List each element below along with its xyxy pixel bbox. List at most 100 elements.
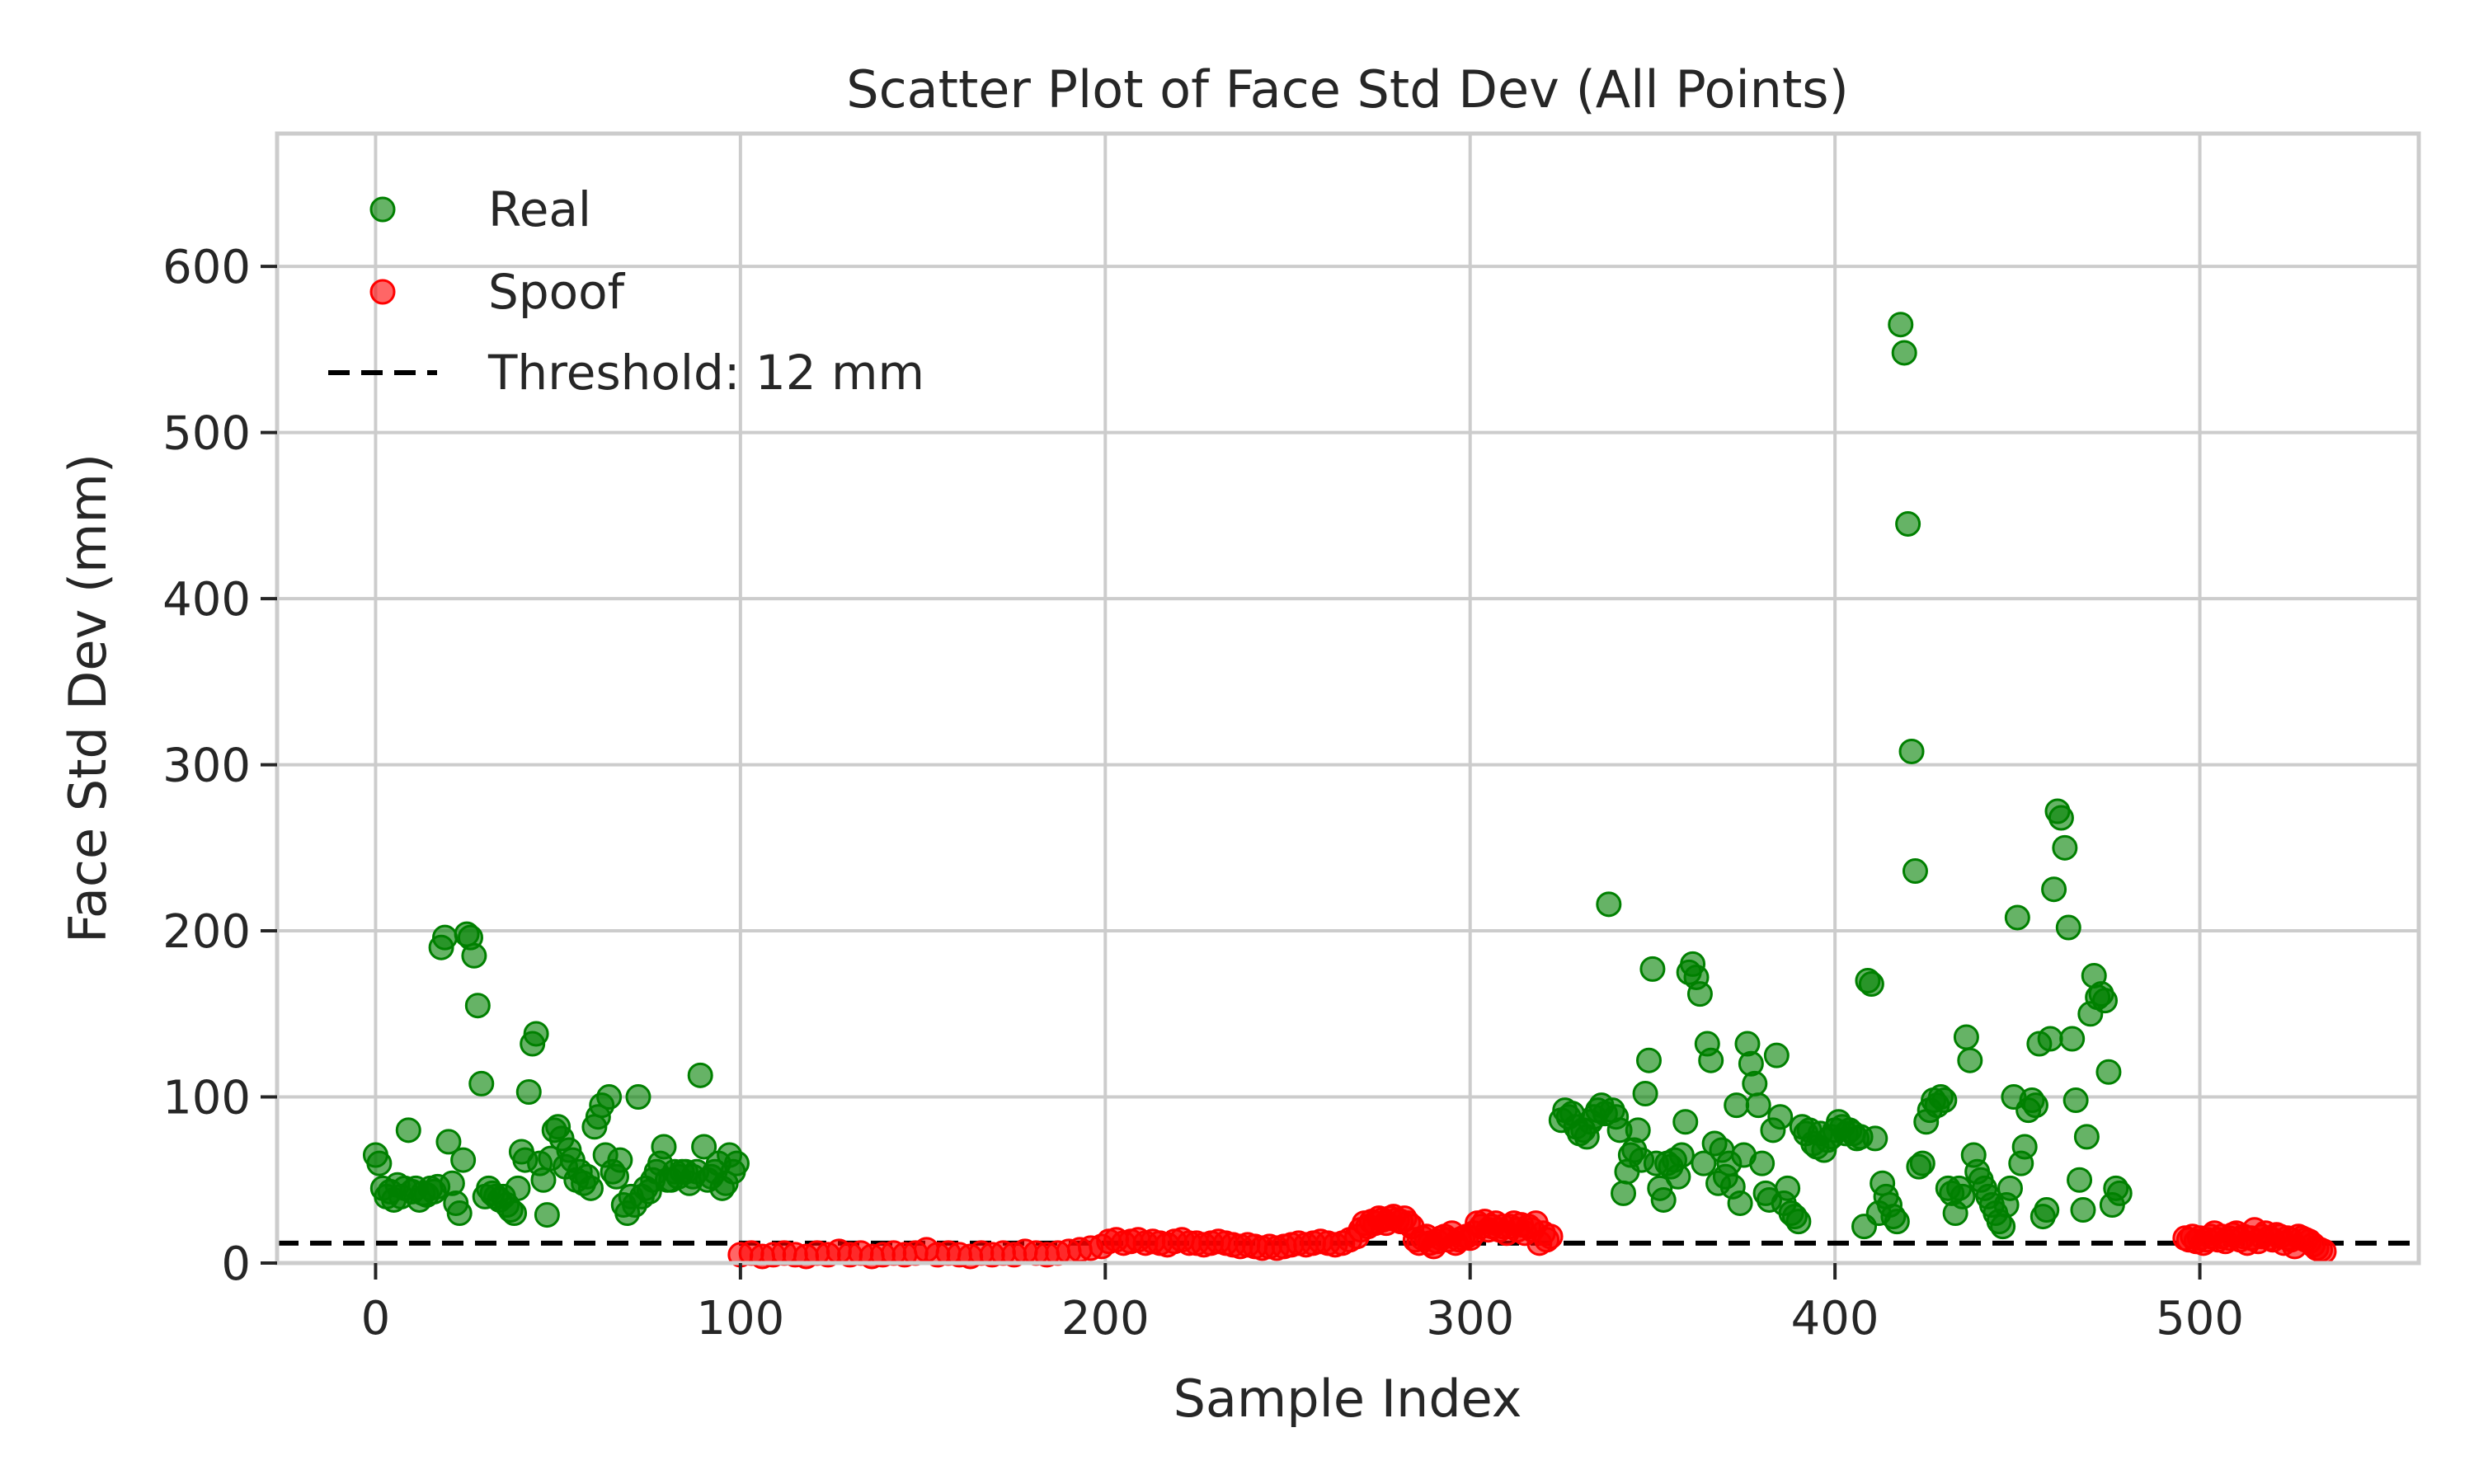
real-point bbox=[534, 1202, 560, 1228]
real-point bbox=[501, 1200, 528, 1227]
real-point bbox=[1997, 1175, 2023, 1201]
real-point bbox=[1632, 1081, 1658, 1106]
real-point bbox=[2095, 1059, 2122, 1085]
real-point bbox=[1635, 1047, 1662, 1073]
legend-marker-real bbox=[369, 196, 396, 223]
real-point bbox=[468, 1070, 495, 1097]
real-point bbox=[1785, 1209, 1812, 1235]
spoof-point bbox=[1537, 1223, 1564, 1250]
y-tick-label: 600 bbox=[162, 241, 251, 294]
spoof-point bbox=[2311, 1238, 2337, 1265]
real-point bbox=[515, 1078, 542, 1105]
axis-ticks: 0 100 200 300 400 500 0 100 200 300 400 500 600 bbox=[162, 241, 2244, 1345]
real-point bbox=[1950, 1183, 1976, 1209]
legend: Real Spoof Threshold: 12 mm bbox=[328, 181, 924, 401]
y-tick-label: 0 bbox=[221, 1237, 251, 1291]
real-point bbox=[446, 1200, 473, 1227]
x-tick-label: 100 bbox=[696, 1292, 784, 1345]
real-point bbox=[1957, 1047, 1983, 1073]
real-point bbox=[1749, 1150, 1776, 1176]
real-point bbox=[596, 1084, 623, 1111]
real-point bbox=[432, 924, 459, 951]
real-point bbox=[651, 1134, 677, 1160]
real-point bbox=[1686, 981, 1713, 1007]
real-point bbox=[1767, 1104, 1794, 1130]
real-point bbox=[2055, 914, 2081, 941]
real-point bbox=[1668, 1142, 1695, 1168]
real-point bbox=[2041, 876, 2067, 903]
real-point bbox=[395, 1117, 421, 1144]
real-point bbox=[2034, 1197, 2060, 1223]
real-point bbox=[1858, 971, 1884, 998]
y-tick-label: 500 bbox=[162, 407, 251, 461]
x-axis-label: Sample Index bbox=[1174, 1369, 1522, 1429]
real-point bbox=[1953, 1024, 1979, 1050]
real-point bbox=[523, 1021, 549, 1047]
real-point bbox=[2059, 1026, 2086, 1052]
real-point bbox=[2070, 1197, 2096, 1223]
real-point bbox=[1698, 1047, 1724, 1073]
real-point bbox=[2106, 1180, 2133, 1206]
real-point bbox=[2048, 805, 2074, 831]
data-points bbox=[362, 312, 2337, 1270]
real-point bbox=[1596, 891, 1622, 918]
real-point bbox=[1691, 1150, 1717, 1176]
legend-label-threshold: Threshold: 12 mm bbox=[487, 345, 924, 401]
real-point bbox=[1611, 1180, 1637, 1206]
real-point bbox=[1742, 1070, 1768, 1097]
real-point bbox=[1665, 1163, 1691, 1190]
real-point bbox=[366, 1150, 393, 1176]
legend-label-real: Real bbox=[488, 181, 591, 237]
real-point bbox=[1884, 1209, 1910, 1235]
y-tick-label: 200 bbox=[162, 905, 251, 959]
real-point bbox=[1672, 1109, 1699, 1135]
real-point bbox=[625, 1084, 651, 1111]
x-tick-label: 300 bbox=[1426, 1292, 1514, 1345]
real-point bbox=[1862, 1125, 1888, 1152]
x-tick-label: 0 bbox=[361, 1292, 391, 1345]
legend-label-spoof: Spoof bbox=[488, 264, 626, 320]
real-point bbox=[530, 1167, 557, 1193]
y-tick-label: 300 bbox=[162, 740, 251, 793]
real-point bbox=[2073, 1124, 2100, 1150]
real-point bbox=[435, 1129, 462, 1155]
real-point bbox=[687, 1062, 713, 1088]
real-point bbox=[1625, 1117, 1651, 1144]
real-point bbox=[1895, 510, 1921, 537]
real-point bbox=[2011, 1134, 2038, 1160]
real-point bbox=[723, 1150, 750, 1176]
real-point bbox=[1775, 1175, 1801, 1201]
y-tick-label: 400 bbox=[162, 573, 251, 627]
real-point bbox=[2062, 1087, 2089, 1114]
real-point bbox=[1727, 1190, 1753, 1216]
x-tick-label: 200 bbox=[1061, 1292, 1150, 1345]
x-tick-label: 500 bbox=[2156, 1292, 2244, 1345]
real-point bbox=[1650, 1186, 1677, 1213]
real-point bbox=[2004, 904, 2030, 931]
y-axis-label: Face Std Dev (mm) bbox=[58, 453, 118, 943]
real-point bbox=[1763, 1042, 1790, 1068]
real-point bbox=[1888, 312, 1914, 338]
plot-frame bbox=[275, 131, 2421, 1266]
real-point bbox=[2052, 834, 2078, 861]
grid bbox=[277, 134, 2419, 1265]
real-point bbox=[450, 1147, 477, 1173]
real-point bbox=[1639, 956, 1666, 982]
real-point bbox=[691, 1134, 717, 1160]
real-point bbox=[2022, 1092, 2048, 1119]
real-point bbox=[1745, 1092, 1771, 1119]
real-point bbox=[2092, 988, 2119, 1014]
y-tick-label: 100 bbox=[162, 1072, 251, 1125]
real-point bbox=[464, 993, 491, 1019]
real-point bbox=[2037, 1026, 2063, 1052]
real-point bbox=[607, 1147, 633, 1173]
real-point bbox=[1891, 340, 1917, 366]
real-point bbox=[461, 942, 487, 969]
real-point bbox=[1909, 1150, 1935, 1176]
legend-marker-spoof bbox=[369, 279, 396, 305]
real-point bbox=[1990, 1214, 2016, 1240]
real-point bbox=[2067, 1167, 2093, 1193]
real-point bbox=[1898, 738, 1925, 764]
real-point bbox=[1724, 1092, 1750, 1119]
